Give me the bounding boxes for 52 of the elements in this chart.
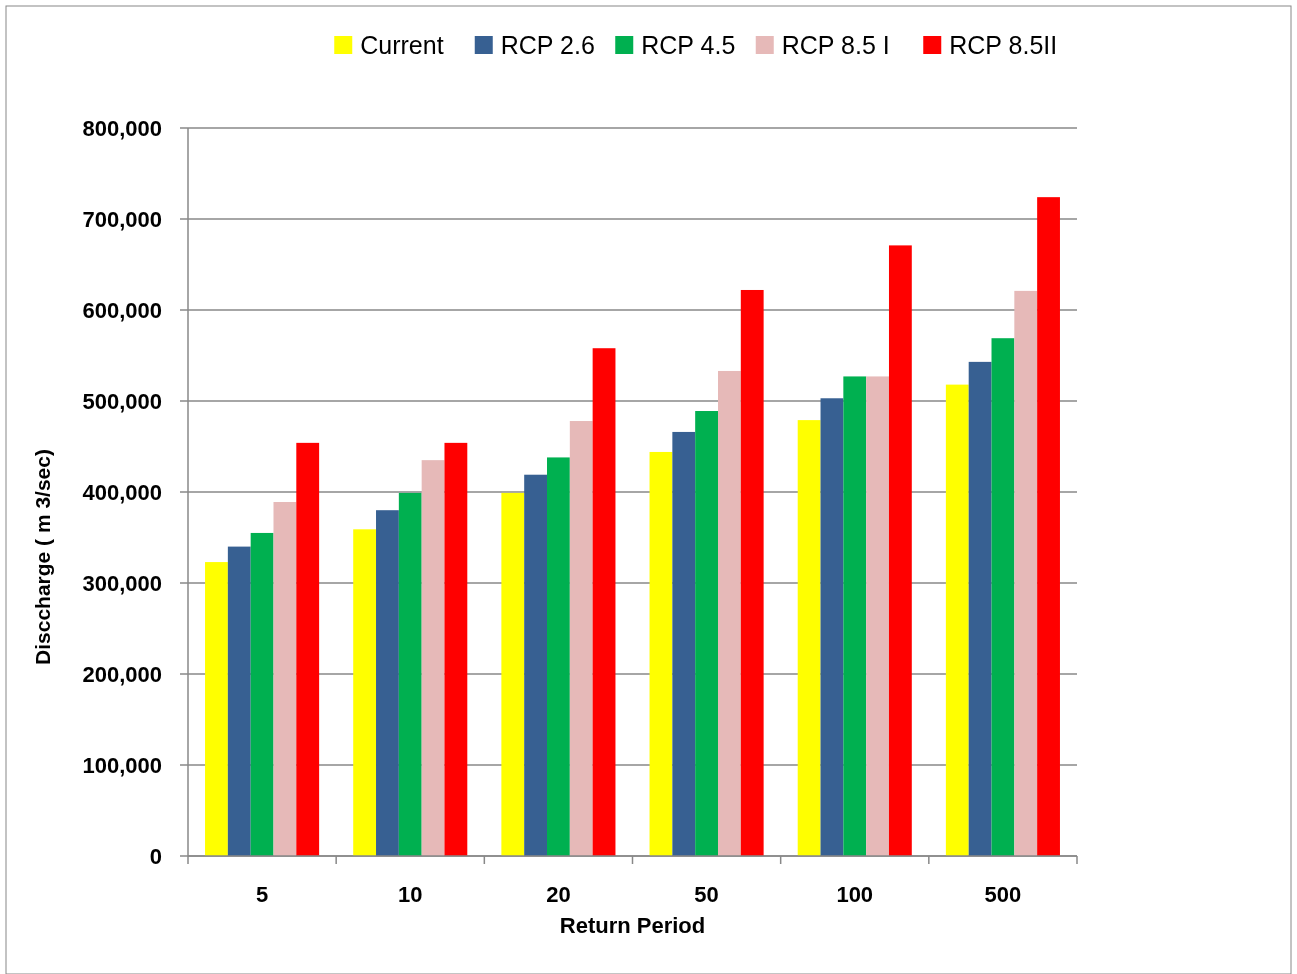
- legend-label: RCP 2.6: [500, 30, 595, 59]
- legend-label: RCP 8.5II: [949, 30, 1058, 59]
- bar: [888, 245, 912, 856]
- y-tick-label: 500,000: [82, 388, 162, 414]
- bar: [296, 442, 320, 856]
- bar: [945, 384, 969, 856]
- y-tick-label: 600,000: [82, 297, 162, 323]
- legend-label: RCP 4.5: [641, 30, 736, 59]
- x-axis-title: Return Period: [559, 913, 706, 938]
- y-tick-label: 400,000: [82, 479, 162, 505]
- x-tick-label: 10: [398, 882, 423, 907]
- bar: [353, 529, 377, 856]
- bar: [376, 510, 399, 856]
- bar: [547, 457, 570, 856]
- y-axis-title: Disccharge ( m 3/sec): [31, 449, 54, 665]
- bar: [569, 421, 593, 856]
- x-tick-label: 5: [255, 882, 269, 907]
- bar: [672, 431, 696, 856]
- bar: [866, 376, 889, 856]
- x-tick-label: 20: [546, 882, 571, 907]
- bar: [1037, 197, 1060, 856]
- bar: [398, 492, 422, 856]
- bar: [740, 289, 764, 856]
- bar: [695, 411, 718, 856]
- y-tick-label: 100,000: [82, 752, 162, 778]
- bar: [227, 546, 251, 856]
- bar: [991, 338, 1015, 856]
- legend-label: Current: [360, 30, 444, 59]
- x-tick-label: 500: [984, 882, 1022, 907]
- bar: [820, 398, 844, 856]
- bar: [843, 376, 867, 856]
- y-tick-label: 800,000: [82, 115, 162, 141]
- bar: [444, 442, 468, 856]
- x-tick-label: 100: [836, 882, 874, 907]
- bar: [273, 502, 297, 856]
- bar: [592, 348, 616, 856]
- y-tick-label: 300,000: [82, 570, 162, 596]
- bar: [797, 420, 821, 856]
- x-tick-label: 50: [694, 882, 719, 907]
- bar: [649, 451, 673, 856]
- bar: [1014, 290, 1038, 856]
- bar: [421, 460, 445, 856]
- bar: [250, 532, 274, 856]
- y-tick-label: 0: [149, 843, 162, 869]
- y-tick-label: 700,000: [82, 206, 162, 232]
- bar: [524, 474, 548, 856]
- bar: [968, 361, 992, 856]
- bar: [205, 562, 228, 856]
- y-tick-label: 200,000: [82, 661, 162, 687]
- bar: [501, 492, 525, 856]
- bar: [717, 370, 741, 856]
- legend-label: RCP 8.5 I: [781, 30, 890, 59]
